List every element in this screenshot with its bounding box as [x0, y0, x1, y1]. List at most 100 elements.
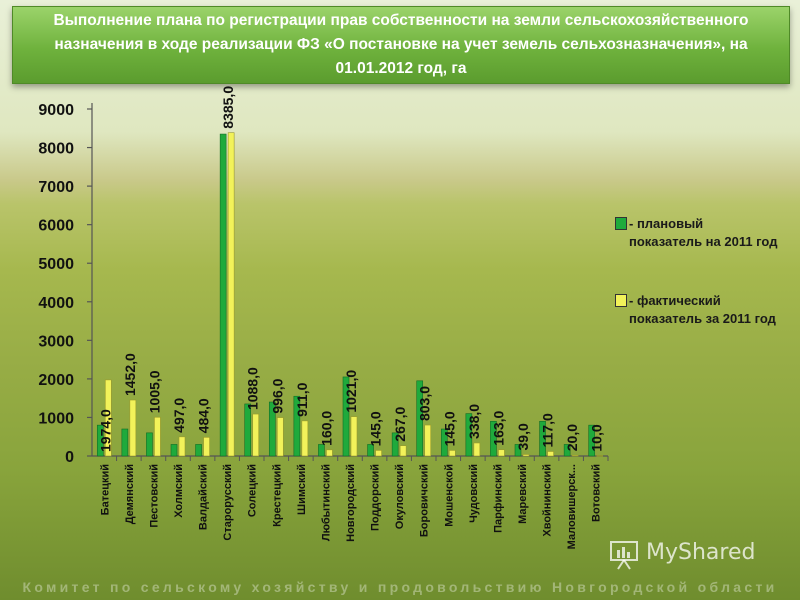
category-label: Солецкий	[247, 464, 259, 517]
category-label: Крестецкий	[271, 464, 283, 527]
fact-bar	[448, 450, 456, 457]
data-label: 20,0	[564, 424, 580, 451]
plan-bar	[342, 376, 350, 457]
category-label: Боровичский	[419, 464, 431, 537]
data-label: 8385,0	[220, 86, 236, 129]
fact-bar	[473, 442, 481, 457]
plan-bar	[465, 413, 473, 457]
fact-bar	[326, 449, 333, 457]
plan-bar	[121, 428, 129, 457]
plan-bar	[539, 420, 546, 457]
fact-bar	[375, 450, 382, 457]
fact-bar	[203, 437, 210, 457]
fact-bar	[399, 445, 407, 457]
chart-axes: 0 1000 2000 3000 4000 5000 6000 7000 8000 9000	[38, 102, 609, 466]
fact-bar	[227, 132, 235, 457]
category-label: Пестовский	[148, 464, 160, 528]
watermark-text: MyShared	[646, 540, 756, 565]
presentation-icon	[610, 541, 638, 570]
data-label: 163,0	[490, 410, 506, 445]
legend-swatch-plan	[615, 217, 627, 230]
category-label: Окуловский	[394, 464, 406, 529]
fact-bar	[350, 416, 358, 457]
fact-bar	[498, 449, 505, 457]
data-label: 1021,0	[343, 370, 359, 413]
data-label: 338,0	[466, 404, 482, 439]
category-label: Новгородский	[345, 464, 357, 542]
y-tick-label: 0	[65, 449, 74, 466]
category-label: Валдайский	[198, 464, 210, 530]
data-label: 497,0	[171, 398, 187, 433]
page-title: Выполнение плана по регистрации прав соб…	[53, 12, 749, 77]
category-label: Батецкий	[99, 464, 111, 515]
category-label: Хвойнинский	[542, 464, 554, 537]
data-label: 160,0	[318, 411, 334, 446]
y-tick-label: 5000	[38, 256, 74, 273]
footer-text: Комитет по сельскому хозяйству и продово…	[22, 579, 778, 595]
watermark-logo: MyShared	[608, 538, 768, 572]
legend-label-fact: - фактический показатель за 2011 год	[629, 293, 776, 326]
category-label: Маревский	[517, 464, 529, 524]
data-label: 145,0	[368, 411, 384, 446]
data-label: 39,0	[515, 423, 531, 450]
plan-bar	[219, 133, 227, 457]
fact-bar	[154, 416, 161, 457]
category-label: Маловишерск...	[566, 464, 578, 549]
plan-bar	[440, 428, 448, 457]
data-label: 1088,0	[245, 367, 261, 410]
plan-bar	[490, 420, 497, 457]
fact-bar	[104, 379, 112, 457]
category-label: Парфинский	[492, 464, 504, 533]
plan-bar	[195, 444, 202, 457]
fact-bar	[547, 451, 554, 457]
category-label: Старорусский	[222, 464, 234, 541]
fact-bar	[571, 454, 579, 457]
data-label: 267,0	[392, 406, 408, 441]
plan-bar	[563, 444, 571, 457]
plan-bar	[318, 444, 325, 457]
data-label: 996,0	[269, 378, 285, 413]
plan-bar	[268, 401, 276, 457]
category-label: Мошенской	[443, 464, 455, 527]
data-label: 145,0	[441, 411, 457, 446]
data-label: 1452,0	[122, 353, 138, 396]
y-tick-label: 7000	[38, 179, 74, 196]
plan-bar	[293, 395, 301, 457]
y-tick-label: 6000	[38, 218, 74, 235]
category-label: Любытинский	[320, 464, 332, 541]
plan-bar	[96, 424, 104, 457]
y-tick-label: 3000	[38, 333, 74, 350]
chart-bars	[96, 132, 604, 457]
fact-bar	[178, 436, 186, 457]
y-tick-label: 4000	[38, 295, 74, 312]
category-label: Шимский	[296, 464, 308, 515]
y-tick-label: 9000	[38, 102, 74, 119]
plan-bar	[170, 444, 178, 457]
category-label: Вотовский	[591, 464, 603, 522]
data-label: 1005,0	[146, 370, 162, 413]
legend-label-plan: - плановый показатель на 2011 год	[629, 216, 778, 249]
category-label: Демянский	[124, 464, 136, 524]
data-label: 117,0	[540, 413, 556, 447]
data-label: 1974,0	[97, 409, 113, 452]
legend-swatch-fact	[615, 294, 627, 307]
category-label: Холмский	[173, 464, 185, 518]
plan-bar	[416, 380, 424, 457]
fact-bar	[301, 420, 309, 457]
data-label: 484,0	[196, 398, 212, 433]
plan-bar	[244, 403, 252, 457]
fact-bar	[522, 454, 530, 457]
plan-bar	[367, 444, 374, 457]
fact-bar	[596, 455, 604, 457]
fact-bar	[252, 413, 260, 457]
plan-bar	[391, 432, 399, 457]
data-label: 911,0	[294, 382, 310, 416]
plan-bar	[146, 432, 153, 457]
plan-bar	[588, 424, 596, 457]
y-tick-label: 1000	[38, 410, 74, 427]
fact-bar	[424, 424, 432, 457]
category-label: Чудовский	[468, 464, 480, 523]
fact-bar	[276, 417, 284, 457]
